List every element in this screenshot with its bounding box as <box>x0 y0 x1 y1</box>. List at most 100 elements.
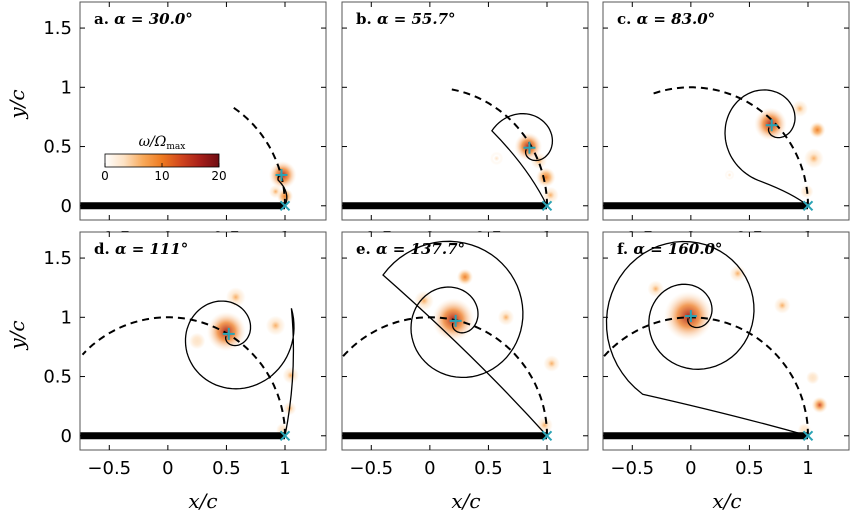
x-tick-label: 0 <box>162 458 173 479</box>
plate-tip-marker <box>541 430 553 441</box>
vortex-center-marker <box>449 314 462 327</box>
panel-content <box>603 240 828 441</box>
y-axis-title-bottom: y/c <box>5 320 29 350</box>
tip-trajectory-dashed <box>652 86 809 206</box>
panel-frame <box>79 231 327 451</box>
panel-frame <box>602 1 850 221</box>
panel-b: −0.500.51b. α = 55.7° <box>341 1 589 249</box>
panel-title: d. α = 111° <box>94 240 188 258</box>
vorticity-blob <box>647 280 664 298</box>
shear-layer-spiral <box>277 175 288 207</box>
panel-title: b. α = 55.7° <box>356 10 456 28</box>
plate-tip-marker <box>541 200 553 211</box>
panel-title: c. α = 83.0° <box>617 10 715 28</box>
x-axis-title-middle: x/c <box>451 489 480 513</box>
vorticity-blob <box>265 315 286 336</box>
panel-alpha: α = 55.7° <box>377 10 456 28</box>
y-tick-label: 1.5 <box>43 248 72 269</box>
colorbar-label-subscript: max <box>166 142 185 152</box>
panel-letter: d. <box>94 240 115 258</box>
panel-title: e. α = 137.7° <box>356 240 465 258</box>
panel-c: −0.500.51c. α = 83.0° <box>602 1 850 249</box>
vorticity-blob <box>456 268 474 286</box>
vorticity-blob <box>804 148 824 169</box>
y-tick-label: 0.5 <box>43 367 72 388</box>
panel-frame <box>602 231 850 451</box>
vorticity-blob <box>269 184 283 199</box>
vorticity-blob <box>490 151 504 166</box>
vorticity-blob <box>729 265 746 282</box>
y-tick-label: 0 <box>61 196 72 217</box>
panel-content <box>80 287 300 441</box>
vortex-center-marker <box>523 141 536 154</box>
x-tick-label: 1 <box>279 458 290 479</box>
shear-layer-spiral <box>184 300 295 436</box>
shear-layer-spiral <box>491 113 554 207</box>
panel-content <box>342 87 559 211</box>
y-axis-title-top: y/c <box>5 89 29 119</box>
plate-tip-marker <box>802 430 814 441</box>
panel-f: −0.5 0 0.5 1 f. α = 160.0° <box>602 231 850 479</box>
y-tick-label: 0.5 <box>43 137 72 158</box>
panel-alpha: α = 160.0° <box>633 240 722 258</box>
vortex-center-marker <box>222 327 235 340</box>
vorticity-blob <box>536 416 553 434</box>
x-axis-title-left: x/c <box>188 489 217 513</box>
vorticity-blob <box>724 170 735 180</box>
vorticity-blob <box>497 309 515 326</box>
x-tick-label: 0.5 <box>735 458 764 479</box>
colorbar-tick-label: 0 <box>101 169 109 183</box>
tip-trajectory-dashed <box>447 87 548 206</box>
panel-content <box>342 240 560 441</box>
y-tick-label: 1 <box>61 77 72 98</box>
y-tick-label: 1.5 <box>43 18 72 39</box>
vorticity-blob <box>791 100 808 117</box>
shear-layer-spiral <box>382 240 548 437</box>
panel-background <box>603 2 849 220</box>
colorbar-tick-label: 20 <box>211 169 226 183</box>
panel-letter: b. <box>356 10 377 28</box>
vorticity-blob <box>806 371 820 385</box>
shear-layer-spiral <box>724 89 809 207</box>
vortex-center-marker <box>275 168 288 181</box>
vorticity-blob <box>809 121 826 139</box>
panel-e: −0.5 0 0.5 1 e. α = 137.7° <box>341 231 589 479</box>
vorticity-blob <box>535 167 556 188</box>
panel-background <box>603 232 849 450</box>
vorticity-blob <box>282 367 300 384</box>
x-tick-label: 0 <box>685 458 696 479</box>
x-tick-label: 0 <box>424 458 435 479</box>
vorticity-blob <box>754 107 787 141</box>
panel-content <box>603 86 826 211</box>
plate-tip-marker <box>802 200 814 211</box>
y-tick-label: 1 <box>61 307 72 328</box>
tip-trajectory-dashed <box>342 316 548 436</box>
vorticity-blob <box>543 355 560 372</box>
vorticity-blob <box>414 290 434 311</box>
panel-title: a. α = 30.0° <box>94 10 193 28</box>
x-tick-label: −0.5 <box>610 458 654 479</box>
axis-titles: y/c y/c x/c x/c x/c <box>5 89 742 513</box>
vortex-center-marker <box>684 310 697 323</box>
vorticity-blob <box>811 396 828 414</box>
colorbar-tick-label: 10 <box>154 169 169 183</box>
y-tick-label: 0 <box>61 426 72 447</box>
panel-frame <box>79 1 327 221</box>
shear-layer-spiral <box>605 240 809 437</box>
panel-alpha: α = 111° <box>115 240 188 258</box>
x-axis-title-right: x/c <box>712 489 741 513</box>
vorticity-blob <box>188 332 206 350</box>
panel-title: f. α = 160.0° <box>617 240 722 258</box>
x-tick-label: 0.5 <box>474 458 503 479</box>
panel-alpha: α = 137.7° <box>376 240 465 258</box>
panel-letter: f. <box>617 240 633 258</box>
panel-letter: c. <box>617 10 637 28</box>
vorticity-blob <box>774 297 791 314</box>
panel-frame <box>341 1 589 221</box>
x-tick-label: −0.5 <box>87 458 131 479</box>
panel-letter: a. <box>94 10 114 28</box>
x-tick-label: 1 <box>541 458 552 479</box>
